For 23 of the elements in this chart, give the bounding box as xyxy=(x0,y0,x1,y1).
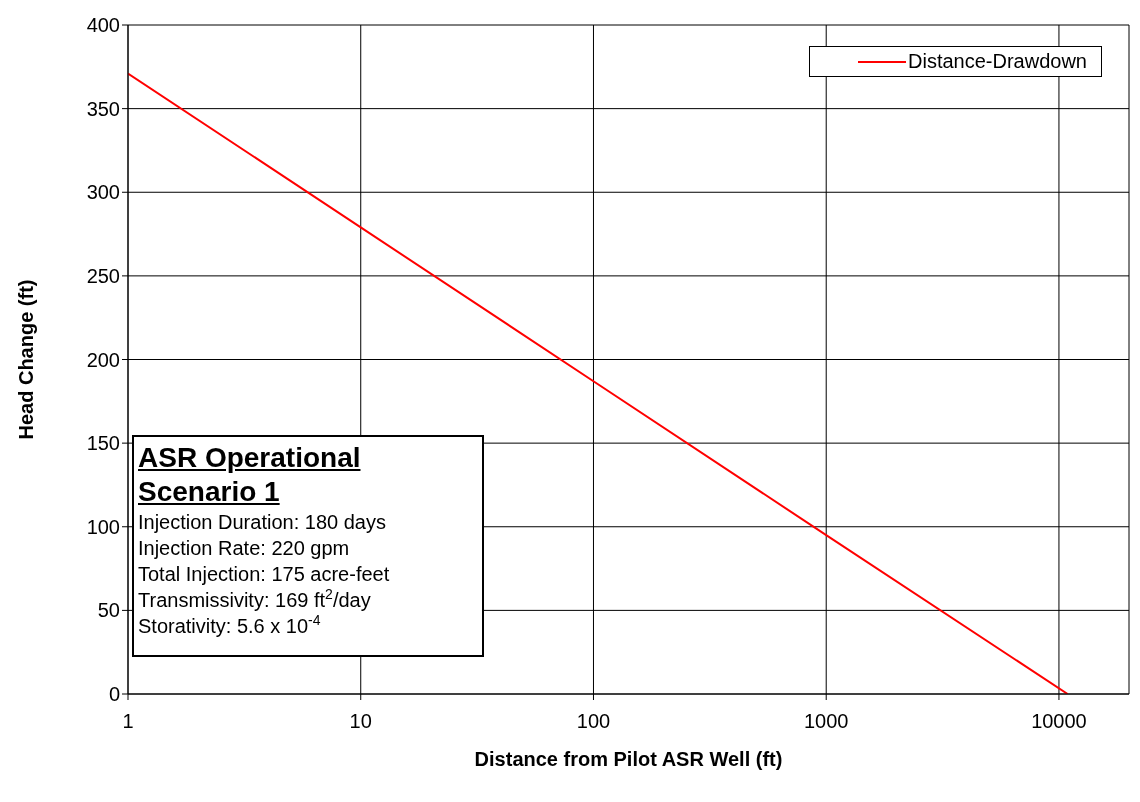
y-tick-label: 150 xyxy=(86,432,120,455)
x-tick-label: 100 xyxy=(576,710,611,733)
annotation: Injection Duration: 180 days xyxy=(138,510,387,535)
x-axis-title: Distance from Pilot ASR Well (ft) xyxy=(474,748,783,770)
y-tick-label: 350 xyxy=(86,97,120,120)
x-tick-label: 1 xyxy=(122,710,134,733)
y-tick-label: 250 xyxy=(86,264,120,287)
annotation: Transmissivity: 169 ft$^{2}$/day xyxy=(138,586,372,613)
y-tick-label: 200 xyxy=(86,348,120,371)
x-tick-label: 10 xyxy=(349,710,372,733)
legend-label: Distance-Drawdown xyxy=(908,50,1087,73)
y-tick-label: 100 xyxy=(86,515,120,538)
y-tick-label: 0 xyxy=(108,683,120,706)
annotation: Injection Rate: 220 gpm xyxy=(138,536,351,561)
y-axis-title: Head Change (ft) xyxy=(15,279,38,440)
annotation: ASR Operational Scenario 1 xyxy=(138,441,362,509)
x-tick-label: 1000 xyxy=(803,710,849,733)
annotation: Total Injection: 175 acre-feet xyxy=(138,562,391,587)
x-tick-label: 10000 xyxy=(1031,710,1087,733)
annotation: Storativity: 5.6 x 10$^{-4}$ xyxy=(138,612,322,639)
y-tick-label: 50 xyxy=(97,599,120,622)
y-tick-label: 300 xyxy=(86,181,120,204)
y-tick-label: 400 xyxy=(86,14,120,37)
